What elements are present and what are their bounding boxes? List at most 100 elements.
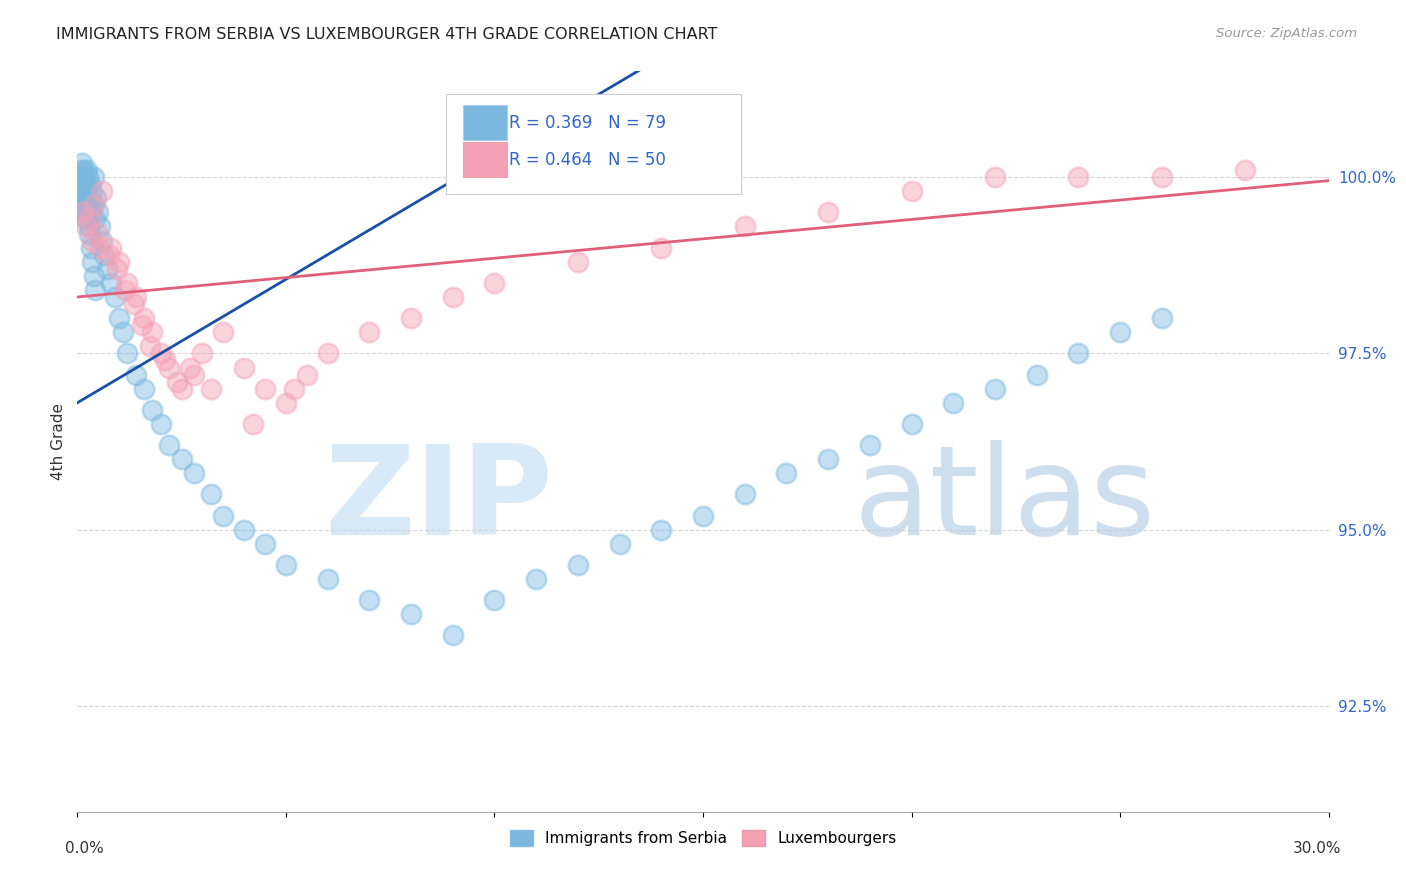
Point	[274, 396, 297, 410]
Point	[1150, 170, 1173, 185]
Point	[242, 417, 264, 431]
Point	[80, 234, 103, 248]
Point	[1025, 368, 1047, 382]
Point	[233, 523, 256, 537]
Point	[524, 572, 547, 586]
Point	[141, 325, 163, 339]
Point	[69, 205, 91, 219]
Point	[132, 382, 155, 396]
Text: ZIP: ZIP	[325, 441, 553, 561]
Point	[76, 163, 98, 178]
Point	[734, 487, 756, 501]
Point	[200, 382, 222, 396]
Point	[73, 191, 96, 205]
Point	[399, 311, 422, 326]
Point	[274, 558, 297, 572]
Point	[139, 339, 162, 353]
Point	[484, 276, 506, 290]
Point	[441, 628, 464, 642]
Point	[72, 163, 94, 178]
Point	[100, 241, 122, 255]
Point	[1067, 346, 1090, 360]
FancyBboxPatch shape	[463, 104, 506, 140]
Point	[105, 261, 128, 276]
Text: IMMIGRANTS FROM SERBIA VS LUXEMBOURGER 4TH GRADE CORRELATION CHART: IMMIGRANTS FROM SERBIA VS LUXEMBOURGER 4…	[56, 27, 717, 42]
Point	[191, 346, 214, 360]
Point	[1234, 163, 1257, 178]
Point	[253, 382, 276, 396]
Point	[166, 375, 188, 389]
Point	[900, 417, 922, 431]
Point	[1150, 311, 1173, 326]
Point	[149, 346, 172, 360]
Point	[859, 438, 882, 452]
Text: R = 0.464   N = 50: R = 0.464 N = 50	[509, 152, 666, 169]
Point	[73, 170, 96, 185]
Y-axis label: 4th Grade: 4th Grade	[51, 403, 66, 480]
Point	[183, 368, 205, 382]
Point	[72, 170, 94, 185]
Point	[984, 170, 1007, 185]
Point	[609, 537, 631, 551]
Point	[567, 558, 589, 572]
Point	[734, 219, 756, 234]
Point	[96, 261, 118, 276]
Point	[125, 290, 148, 304]
Point	[141, 402, 163, 417]
Point	[76, 170, 98, 185]
Point	[73, 205, 96, 219]
Point	[84, 283, 107, 297]
Point	[91, 184, 114, 198]
Point	[233, 360, 256, 375]
Point	[69, 170, 91, 185]
Point	[900, 184, 922, 198]
Point	[70, 163, 93, 178]
Point	[316, 346, 339, 360]
Point	[125, 368, 148, 382]
Point	[72, 198, 94, 212]
Point	[200, 487, 222, 501]
Point	[79, 227, 101, 241]
Point	[359, 325, 381, 339]
Point	[170, 452, 193, 467]
Point	[1109, 325, 1132, 339]
Point	[283, 382, 305, 396]
Point	[1067, 170, 1090, 185]
Point	[89, 219, 111, 234]
Point	[75, 212, 97, 227]
Point	[84, 191, 107, 205]
Point	[212, 325, 235, 339]
Point	[112, 325, 135, 339]
Point	[295, 368, 318, 382]
Point	[104, 290, 127, 304]
Point	[131, 318, 153, 333]
Text: Source: ZipAtlas.com: Source: ZipAtlas.com	[1216, 27, 1357, 40]
Point	[117, 276, 139, 290]
Point	[179, 360, 201, 375]
Point	[72, 184, 94, 198]
Point	[117, 346, 139, 360]
Point	[87, 227, 110, 241]
FancyBboxPatch shape	[447, 94, 741, 194]
Point	[484, 593, 506, 607]
Point	[75, 177, 97, 191]
Point	[70, 191, 93, 205]
Point	[183, 467, 205, 481]
Point	[984, 382, 1007, 396]
Point	[75, 198, 97, 212]
Point	[70, 205, 93, 219]
Point	[817, 452, 839, 467]
Point	[83, 268, 105, 283]
Text: atlas: atlas	[853, 441, 1156, 561]
Point	[89, 241, 111, 255]
Point	[76, 184, 98, 198]
Point	[79, 177, 101, 191]
Point	[170, 382, 193, 396]
FancyBboxPatch shape	[463, 142, 506, 178]
Point	[70, 177, 93, 191]
Point	[122, 297, 145, 311]
Point	[359, 593, 381, 607]
Point	[149, 417, 172, 431]
Point	[70, 156, 93, 170]
Legend: Immigrants from Serbia, Luxembourgers: Immigrants from Serbia, Luxembourgers	[503, 824, 903, 852]
